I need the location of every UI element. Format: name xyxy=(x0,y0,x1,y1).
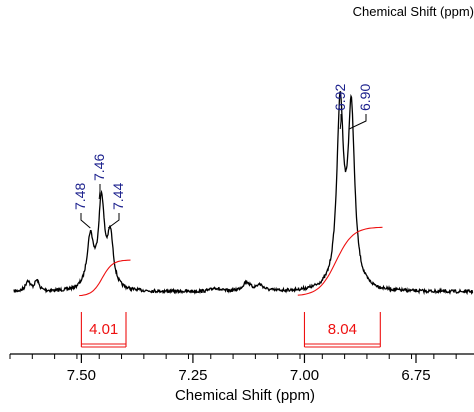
integral-bracket xyxy=(80,312,127,348)
peak-label: 7.44 xyxy=(110,183,126,210)
x-tick-label: 7.25 xyxy=(178,367,207,384)
integral-layer: 4.01 8.04 xyxy=(79,226,383,348)
x-tick-label: 7.50 xyxy=(67,367,96,384)
integral-curve xyxy=(79,259,131,297)
peak-label: 7.46 xyxy=(91,154,107,181)
peak-label: 6.92 xyxy=(332,84,348,111)
x-axis: 7.50 7.25 7.00 6.75 xyxy=(9,353,474,384)
integral-value: 4.01 xyxy=(89,321,118,338)
peak-leader-line xyxy=(80,213,91,229)
x-axis-label: Chemical Shift (ppm) xyxy=(175,387,315,404)
peak-leader-line xyxy=(107,213,120,229)
peak-label: 7.48 xyxy=(72,183,88,210)
peak-leader-line xyxy=(339,114,342,130)
peak-label-layer: 7.487.467.44 6.92 6.90 xyxy=(72,84,373,229)
x-tick-label: 6.75 xyxy=(401,367,430,384)
spectrum-layer xyxy=(13,90,474,296)
peak-leader-line xyxy=(348,114,367,130)
spectrum-line xyxy=(13,90,474,296)
x-tick-label: 7.00 xyxy=(290,367,319,384)
peak-label: 6.90 xyxy=(357,84,373,111)
integral-value: 8.04 xyxy=(328,321,357,338)
peak-leader-line xyxy=(98,184,101,200)
chart-title: Chemical Shift (ppm) xyxy=(353,4,474,19)
integral-curve xyxy=(297,226,383,296)
integral-bracket xyxy=(303,312,381,348)
